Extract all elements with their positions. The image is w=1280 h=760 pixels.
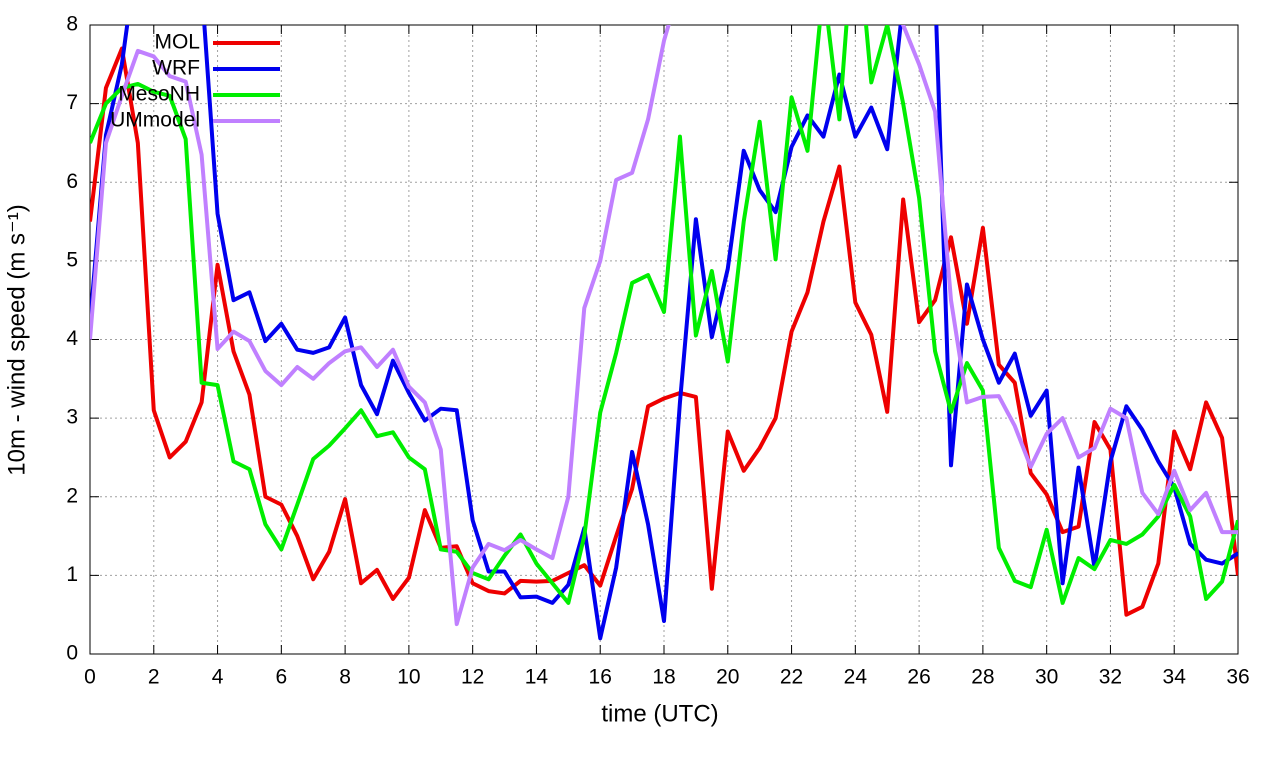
- x-tick-label: 32: [1099, 666, 1122, 689]
- series-line: [90, 25, 1238, 627]
- x-tick-label: 36: [1226, 666, 1249, 689]
- legend-label: UMmodel: [110, 109, 200, 132]
- y-tick-label: 2: [66, 484, 78, 507]
- x-tick-label: 18: [652, 666, 675, 689]
- plot-area: [90, 25, 1238, 641]
- x-tick-label: 34: [1163, 666, 1187, 689]
- x-tick-label: 0: [84, 666, 96, 689]
- x-axis-label: time (UTC): [601, 700, 718, 727]
- y-tick-label: 3: [66, 406, 78, 429]
- legend-label: WRF: [152, 57, 200, 80]
- y-tick-label: 1: [66, 563, 78, 586]
- legend-label: MesoNH: [118, 83, 200, 106]
- x-tick-label: 14: [525, 666, 549, 689]
- x-tick-label: 10: [397, 666, 420, 689]
- series-line: [90, 46, 1238, 617]
- x-tick-label: 26: [907, 666, 930, 689]
- x-tick-label: 30: [1035, 666, 1058, 689]
- x-tick-label: 16: [589, 666, 612, 689]
- x-tick-label: 20: [716, 666, 739, 689]
- x-tick-label: 22: [780, 666, 803, 689]
- x-tick-label: 6: [275, 666, 287, 689]
- x-tick-label: 24: [844, 666, 868, 689]
- x-tick-label: 8: [339, 666, 351, 689]
- y-tick-label: 5: [66, 248, 78, 271]
- x-tick-label: 4: [212, 666, 224, 689]
- series-line: [90, 25, 1238, 605]
- y-tick-label: 8: [66, 13, 78, 36]
- x-tick-label: 28: [971, 666, 994, 689]
- x-tick-label: 12: [461, 666, 484, 689]
- x-tick-label: 2: [148, 666, 160, 689]
- y-axis-label: 10m - wind speed (m s⁻¹): [3, 204, 30, 475]
- y-tick-label: 7: [66, 91, 78, 114]
- legend-label: MOL: [154, 31, 200, 54]
- y-tick-label: 0: [66, 642, 78, 665]
- y-tick-label: 6: [66, 170, 78, 193]
- series-line: [90, 25, 1238, 641]
- y-tick-label: 4: [66, 327, 78, 350]
